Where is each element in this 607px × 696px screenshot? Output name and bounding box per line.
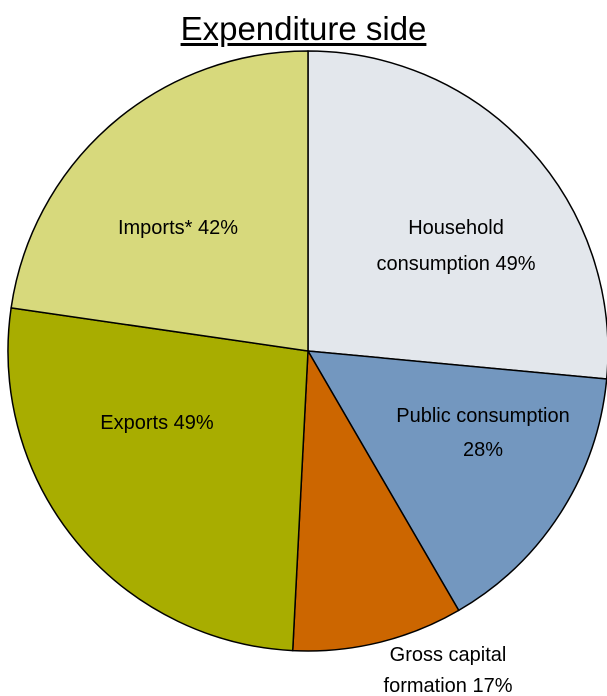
slice-label-3: Exports 49% (100, 412, 214, 434)
slice-label-0-line-0: Household (408, 217, 504, 239)
pie-slice-1 (306, 350, 607, 612)
slice-label-0-line-1: consumption 49% (377, 253, 536, 275)
slice-label-1-line-0: Public consumption (396, 405, 569, 427)
pie-slice-2 (291, 348, 460, 652)
slice-label-4: Imports* 42% (118, 217, 238, 239)
pie-slice-4 (10, 50, 309, 352)
slice-label-0: Household consumption 49% (377, 217, 536, 275)
chart-title: Expenditure side (180, 10, 427, 47)
slice-label-3-line-0: Exports 49% (100, 412, 214, 434)
slice-label-1-line-1: 28% (463, 439, 503, 461)
slice-label-2-line-0: Gross capital (390, 644, 507, 666)
pie-slice-0 (307, 50, 607, 380)
slice-label-2-line-1: formation 17% (384, 675, 513, 696)
pie-slice-3 (7, 306, 309, 652)
slice-label-4-line-0: Imports* 42% (118, 217, 238, 239)
slice-label-2: Gross capital formation 17% (384, 644, 513, 696)
slice-label-1: Public consumption 28% (396, 405, 569, 461)
